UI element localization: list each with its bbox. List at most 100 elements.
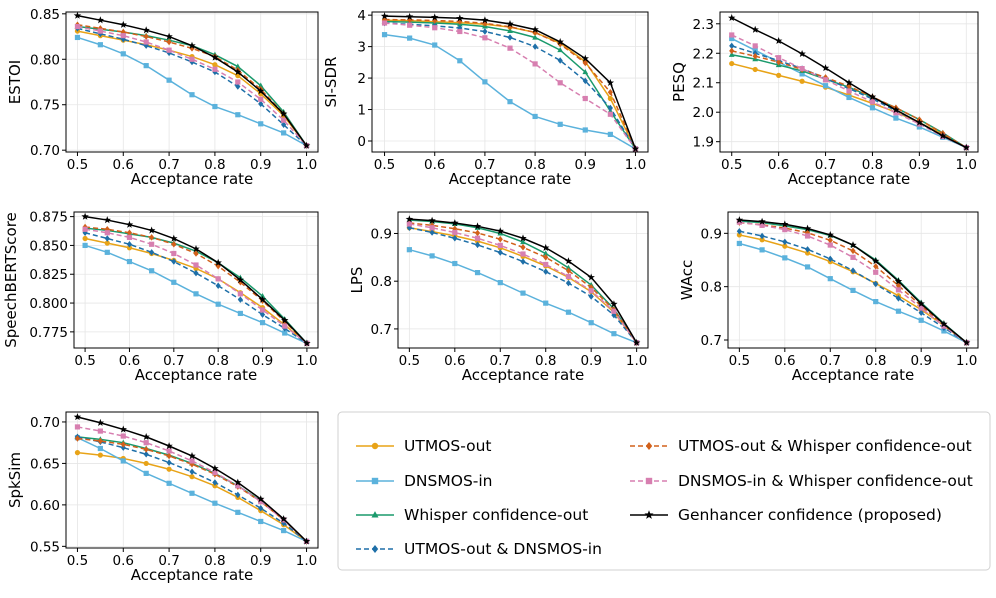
data-point [758,217,766,225]
data-point [81,212,89,220]
data-point [845,78,853,86]
data-point [120,458,126,464]
legend: UTMOS-out DNSMOS-in Whisper confidence-out… [337,411,991,571]
data-point [496,227,504,235]
data-point [189,458,195,464]
y-tick-label: 0.7 [701,333,722,349]
data-point [165,32,173,40]
legend-label: UTMOS-out & Whisper confidence-out [678,437,972,455]
data-point [556,37,564,46]
data-point [211,53,219,61]
data-point [142,432,150,441]
data-point [632,338,641,346]
data-point [565,273,572,280]
data-point [215,276,221,282]
series-line-6 [77,14,308,147]
data-point [918,309,924,317]
y-axis-label: PESQ [670,62,688,102]
data-point [96,16,105,24]
data-point [557,80,563,86]
data-point [520,258,526,265]
data-point [531,25,539,33]
x-tick-label: 0.9 [909,157,930,173]
data-point [406,247,412,253]
data-point [235,83,241,90]
data-point [565,309,572,315]
x-tick-label: 0.6 [444,353,465,369]
plot-frame [397,211,649,349]
data-point [782,243,788,249]
data-point [259,307,266,313]
data-point [846,88,852,94]
series-line-5 [739,221,968,344]
data-point [821,64,830,72]
data-point [143,39,149,45]
legend-entry: DNSMOS-in & Whisper confidence-out [630,472,973,490]
data-point [257,82,264,88]
data-point [497,249,503,256]
y-tick-label: 0.8 [371,274,392,290]
data-point [126,245,133,251]
data-point [474,229,481,237]
data-point [474,270,481,276]
y-axis-label: WAcc [678,260,696,301]
data-point [82,235,88,242]
data-point [149,249,155,256]
data-point [281,130,287,136]
data-point [120,33,126,39]
data-point [482,20,488,27]
y-tick-label: 0.8 [701,280,722,296]
data-point [827,255,833,263]
data-point [104,249,110,255]
data-point [799,78,805,84]
x-tick-label: 0.5 [74,353,95,369]
data-point [869,105,876,111]
y-tick-label: 2.1 [693,76,714,92]
data-point [804,233,811,239]
x-tick-label: 0.9 [250,157,271,173]
x-axis-label: Acceptance rate [135,366,258,384]
data-point [729,47,735,55]
data-point [74,34,81,41]
data-point [429,253,435,259]
data-point [606,78,615,86]
data-point [236,276,245,284]
y-tick-label: 0.65 [30,456,60,472]
data-point [234,478,242,486]
x-tick-label: 0.6 [119,353,140,369]
data-point [850,267,856,274]
data-point [895,282,902,289]
data-point [729,42,735,50]
data-point [827,276,833,282]
data-point [962,143,970,151]
data-point [751,25,759,33]
data-point [165,442,173,450]
data-point [120,444,126,451]
data-point [799,65,805,72]
data-point [142,26,150,34]
y-tick-label: 0.850 [29,238,68,254]
data-point [895,308,902,314]
y-tick-label: 0.7 [371,322,392,338]
data-point [166,480,172,486]
data-point [380,12,389,20]
data-point [143,460,149,467]
data-point [406,221,412,227]
data-point [82,242,88,249]
x-tick-label: 0.6 [113,157,134,173]
data-point [507,34,513,41]
x-tick-label: 0.9 [910,353,931,369]
data-point [193,262,199,268]
data-point [776,55,782,61]
data-point [212,103,218,110]
y-tick-label: 0.70 [30,143,60,159]
data-point [428,216,436,224]
legend-entry: DNSMOS-in [356,472,493,490]
data-point [282,323,288,329]
data-point [565,264,572,270]
data-point [431,13,439,21]
data-point [452,234,458,242]
data-point [212,479,218,486]
x-tick-label: 0.6 [774,353,795,369]
data-point [407,22,413,28]
